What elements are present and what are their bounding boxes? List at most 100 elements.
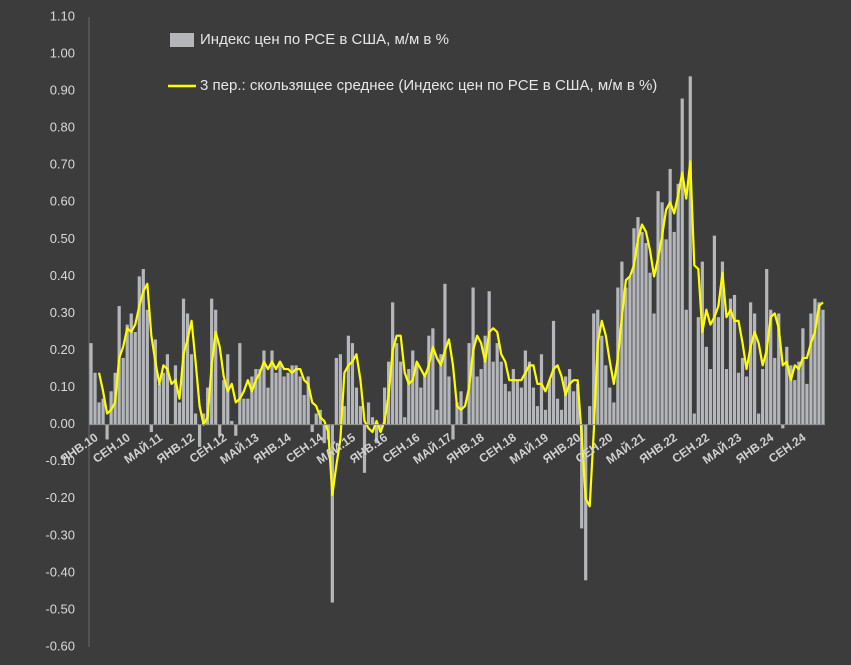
bar: [487, 291, 491, 425]
bar: [310, 424, 314, 433]
bar: [459, 391, 463, 425]
bar: [399, 361, 403, 425]
bar: [330, 424, 334, 603]
bar: [652, 313, 656, 425]
bar: [197, 424, 202, 447]
bar: [177, 402, 182, 425]
bar: [101, 398, 105, 425]
bar: [748, 302, 753, 425]
bar: [93, 372, 97, 425]
bar: [218, 424, 222, 436]
y-tick-label: 0.40: [50, 268, 75, 283]
bar: [415, 365, 419, 425]
bar: [447, 376, 451, 425]
bar: [238, 343, 242, 425]
bar: [821, 309, 825, 425]
bar: [744, 376, 749, 425]
bar: [193, 413, 198, 425]
bar: [246, 398, 250, 425]
bar: [644, 243, 648, 425]
bar: [503, 383, 507, 425]
bar: [479, 369, 483, 425]
bar: [519, 387, 523, 425]
bar: [728, 298, 733, 425]
bar: [435, 409, 439, 425]
bar: [374, 424, 379, 444]
bar: [539, 354, 544, 425]
y-tick-label: 1.00: [50, 45, 75, 60]
bar: [757, 413, 761, 425]
bar: [559, 409, 564, 425]
bar: [781, 424, 785, 429]
bar: [761, 369, 765, 425]
bar: [507, 391, 511, 425]
bar: [189, 354, 194, 425]
bar: [382, 387, 387, 425]
y-tick-label: 0.20: [50, 342, 75, 357]
bar: [411, 350, 415, 425]
bar: [419, 387, 423, 425]
bar: [527, 361, 532, 425]
bar: [555, 398, 560, 425]
bar: [777, 313, 781, 425]
bar: [515, 380, 519, 425]
bar: [423, 372, 427, 425]
bar: [543, 409, 548, 425]
bar: [286, 372, 290, 425]
bar: [161, 372, 166, 425]
bar: [334, 357, 338, 425]
bar: [451, 424, 455, 440]
bar: [483, 335, 487, 425]
bar: [266, 387, 270, 425]
bar: [563, 376, 568, 425]
bar: [789, 365, 793, 425]
y-tick-label: -0.20: [45, 490, 75, 505]
bar: [676, 183, 680, 425]
bar: [672, 231, 676, 425]
bar: [173, 365, 178, 425]
bar: [736, 372, 741, 425]
bar: [290, 365, 294, 425]
y-tick-label: -0.50: [45, 601, 75, 616]
bar: [322, 424, 326, 444]
bar: [656, 191, 660, 425]
bar: [133, 332, 137, 425]
bar: [688, 76, 692, 425]
bar: [648, 272, 652, 425]
bar: [813, 298, 817, 425]
bar: [805, 383, 809, 425]
bar: [680, 98, 684, 425]
bar: [165, 354, 170, 425]
bar: [576, 383, 580, 425]
bar: [797, 361, 801, 425]
bar: [523, 350, 527, 425]
y-tick-label: 0.00: [50, 416, 75, 431]
bar: [439, 354, 443, 425]
bar: [314, 413, 318, 425]
bar: [732, 294, 737, 425]
bar: [298, 376, 302, 425]
y-tick-label: 1.10: [50, 8, 75, 23]
y-tick-label: -0.30: [45, 527, 75, 542]
bar: [427, 335, 431, 425]
bar: [202, 413, 206, 425]
bar: [214, 309, 218, 425]
bar: [254, 369, 258, 425]
bar: [612, 402, 616, 425]
bar: [185, 313, 190, 425]
bar: [753, 313, 757, 425]
bar: [720, 261, 725, 425]
bar: [222, 380, 226, 425]
bar: [547, 380, 552, 425]
bar: [704, 346, 708, 425]
y-tick-label: -0.40: [45, 564, 75, 579]
bar: [620, 261, 624, 425]
bar: [817, 302, 821, 425]
bar: [499, 361, 503, 425]
y-tick-label: 0.90: [50, 83, 75, 98]
y-tick-label: -0.10: [45, 453, 75, 468]
bar: [370, 417, 375, 425]
bar: [551, 320, 556, 425]
y-tick-label: 0.80: [50, 120, 75, 135]
